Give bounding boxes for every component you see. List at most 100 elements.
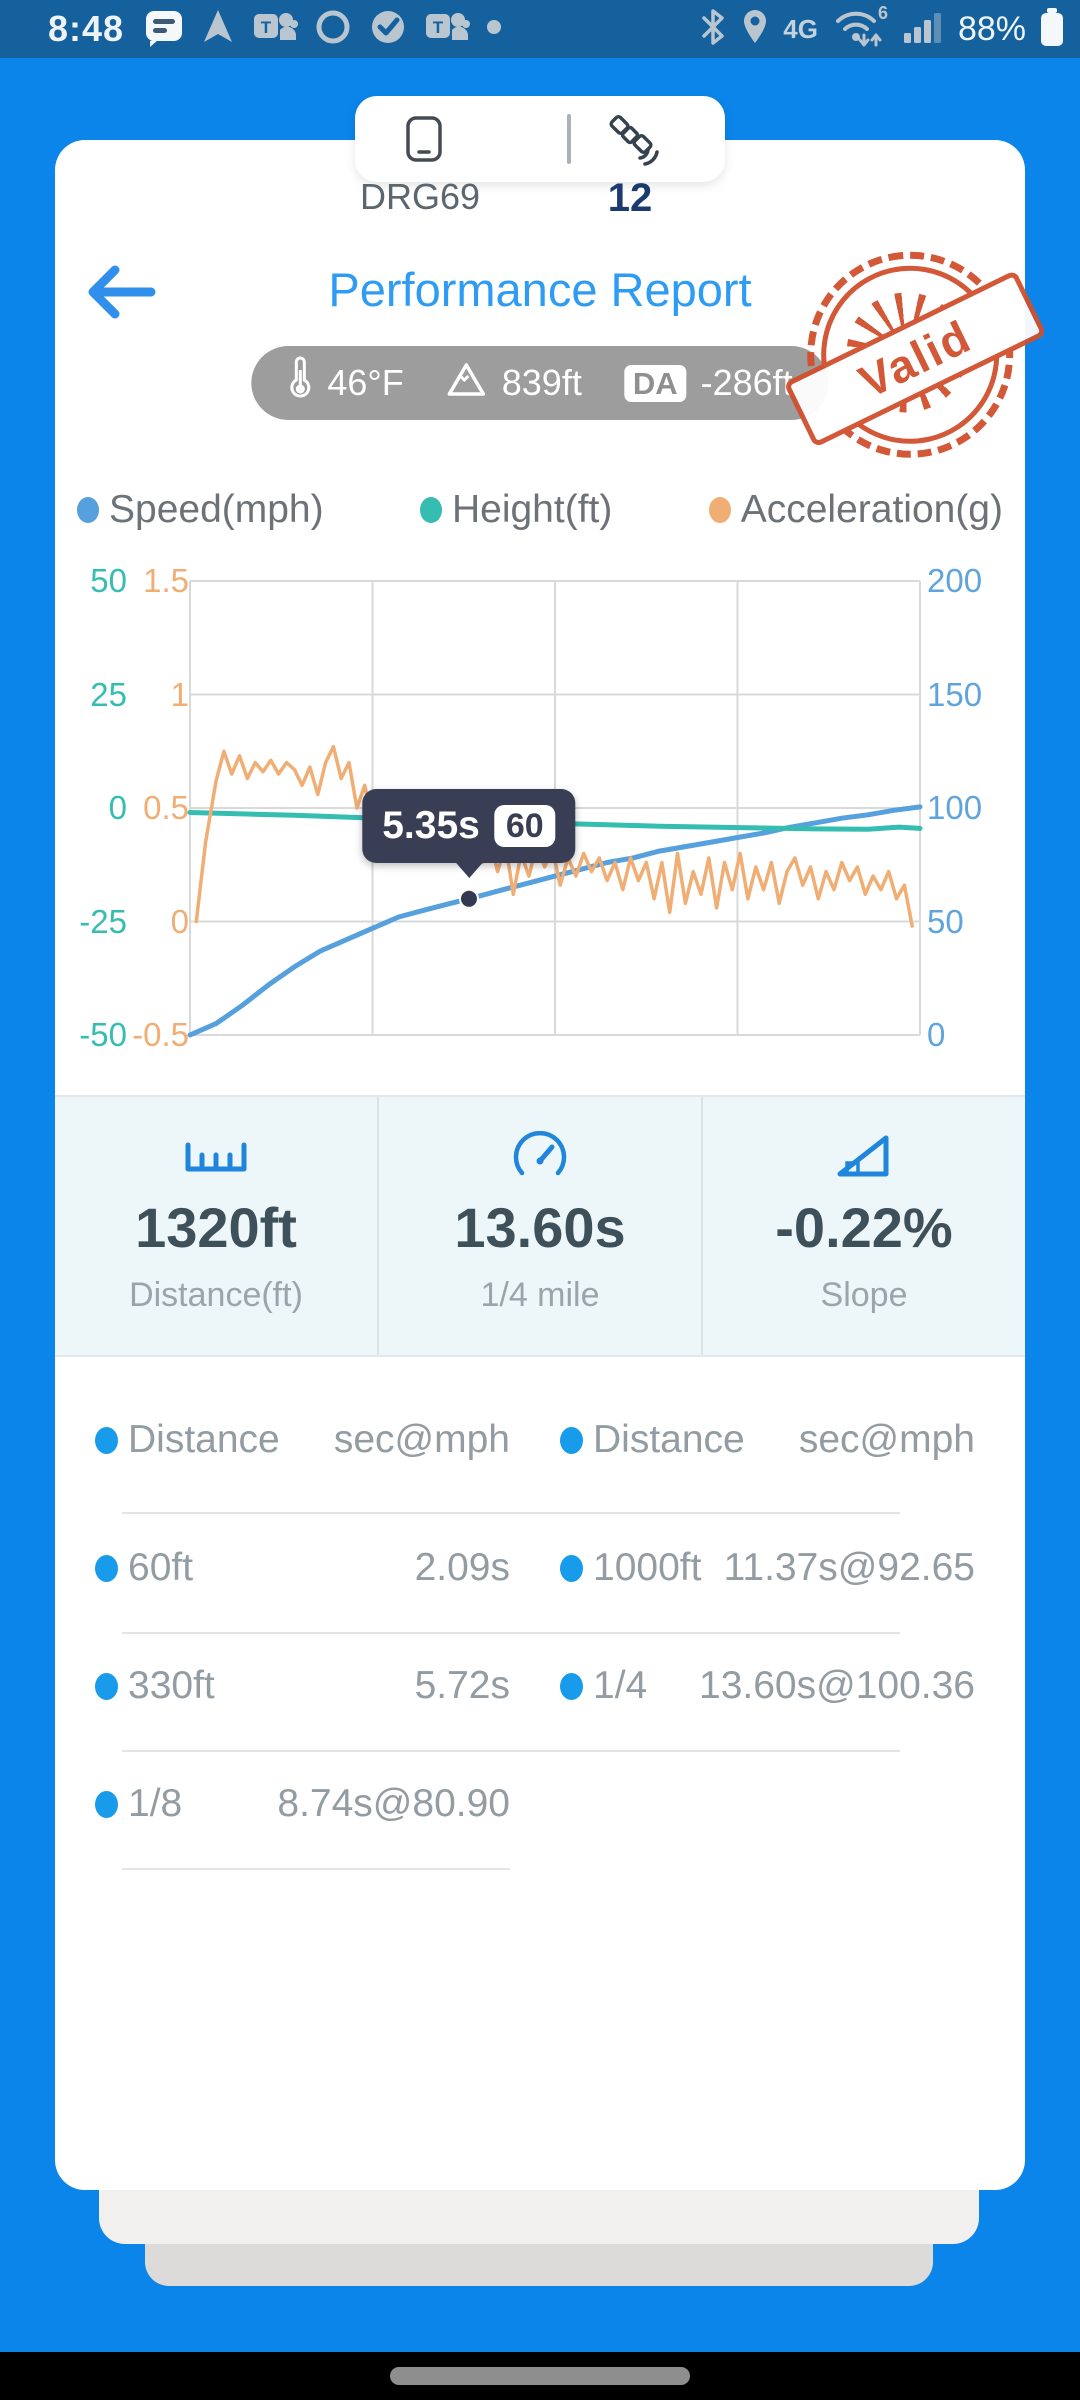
legend-label-speed: Speed(mph) [109, 488, 324, 531]
svg-text:T: T [433, 18, 444, 37]
conditions-chip: 46°F 839ft DA -286ft [251, 346, 829, 420]
device-icon [399, 114, 449, 171]
table-divider [122, 1868, 510, 1870]
device-status-pill[interactable] [355, 96, 725, 182]
stat-distance: 1320ft Distance(ft) [55, 1097, 377, 1355]
bluetooth-icon [699, 8, 727, 51]
pill-divider [567, 114, 571, 164]
axis-tick: 50 [90, 562, 127, 599]
bullet-icon [560, 1426, 583, 1454]
series-speed-mph- [187, 804, 923, 1038]
row-name: 1/8 [128, 1782, 183, 1825]
back-button[interactable] [81, 252, 161, 332]
battery-icon [1040, 7, 1064, 52]
table-row-1000ft: 1000ft 11.37s@92.65 [560, 1540, 975, 1596]
legend-dot-speed [77, 497, 99, 523]
report-card: Performance Report 46°F 839ft DA -286ft … [55, 140, 1047, 2190]
summary-stats: 1320ft Distance(ft) 13.60s 1/4 mile -0.2… [55, 1095, 1025, 1357]
legend-item-speed[interactable]: Speed(mph) [77, 488, 324, 532]
signal-bars-icon [902, 9, 944, 50]
satellite-count: 12 [607, 176, 653, 220]
axis-tick: 150 [927, 675, 983, 713]
stamp-label: Valid [850, 309, 980, 408]
performance-chart[interactable]: 50 25 0 -25 -50 1.5 1 0.5 0 -0.5 200 150 100 50 0 5.… [75, 555, 1005, 1060]
row-name: 60ft [128, 1546, 194, 1589]
circle-icon [314, 8, 352, 51]
stat-slope-value: -0.22% [775, 1196, 953, 1259]
bullet-icon [95, 1554, 118, 1582]
axis-tick: 1 [170, 675, 189, 713]
row-value: 13.60s@100.36 [699, 1664, 975, 1707]
header-sec-mph: sec@mph [333, 1418, 510, 1461]
check-circle-icon [368, 7, 408, 52]
y-axis-height: 50 25 0 -25 -50 [63, 555, 127, 1060]
bullet-icon [95, 1790, 118, 1818]
header-distance: Distance [128, 1418, 280, 1461]
table-divider [122, 1512, 900, 1514]
y-axis-acceleration: 1.5 1 0.5 0 -0.5 [129, 555, 189, 1060]
stat-distance-value: 1320ft [135, 1196, 297, 1259]
navigation-arrow-icon [200, 8, 236, 51]
da-badge: DA [623, 364, 687, 402]
bullet-icon [560, 1554, 583, 1582]
system-nav-bar [0, 2352, 1080, 2400]
stat-quarter-mile-label: 1/4 mile [480, 1276, 600, 1314]
table-divider [122, 1632, 900, 1634]
home-indicator[interactable] [390, 2367, 690, 2385]
legend-label-height: Height(ft) [451, 488, 613, 531]
clock: 8:48 [48, 8, 125, 49]
legend-dot-height [419, 497, 442, 523]
table-header-right: Distance sec@mph [560, 1412, 975, 1468]
header-distance: Distance [593, 1418, 745, 1461]
axis-tick: 0.5 [143, 789, 189, 826]
series-height-ft- [187, 810, 923, 832]
battery-percent: 88% [957, 9, 1026, 48]
stat-quarter-mile: 13.60s 1/4 mile [377, 1097, 701, 1355]
ruler-icon [183, 1131, 249, 1183]
device-labels-row: DRG69 12 [0, 176, 1080, 226]
axis-tick: 50 [927, 902, 964, 940]
axis-tick: -0.5 [132, 1016, 189, 1053]
legend-item-height[interactable]: Height(ft) [419, 488, 613, 532]
bullet-icon [560, 1672, 583, 1700]
teams-icon: T [252, 8, 299, 51]
bullet-icon [95, 1672, 118, 1700]
teams-icon: T [424, 8, 471, 51]
row-value: 11.37s@92.65 [723, 1546, 975, 1589]
table-divider [122, 1750, 900, 1752]
svg-text:6: 6 [878, 5, 888, 23]
mobile-data-icon: 4G [783, 13, 818, 44]
temperature-value: 46°F [327, 362, 404, 403]
tooltip-time: 5.35s [382, 803, 480, 847]
messages-icon [144, 7, 184, 52]
svg-text:T: T [261, 18, 272, 37]
axis-tick: 100 [927, 789, 983, 826]
axis-tick: 1.5 [143, 562, 189, 599]
wifi-icon: 6 [832, 3, 888, 54]
legend-item-acceleration[interactable]: Acceleration(g) [708, 488, 1003, 532]
page-title: Performance Report [328, 263, 752, 316]
axis-tick: 0 [170, 902, 189, 940]
location-pin-icon [741, 8, 769, 51]
chart-plot[interactable] [75, 555, 1005, 1060]
table-row-quarter: 1/4 13.60s@100.36 [560, 1658, 975, 1714]
tooltip-marker-dot [458, 888, 479, 909]
stat-distance-label: Distance(ft) [129, 1276, 303, 1314]
table-row-60ft: 60ft 2.09s [95, 1540, 510, 1596]
axis-tick: 25 [90, 675, 127, 713]
row-value: 5.72s [414, 1664, 510, 1707]
tooltip-value-badge: 60 [493, 804, 556, 847]
row-value: 8.74s@80.90 [277, 1782, 510, 1825]
row-name: 330ft [128, 1664, 215, 1707]
speedometer-icon [512, 1131, 568, 1183]
legend-dot-acceleration [708, 497, 731, 523]
table-row-eighth: 1/8 8.74s@80.90 [95, 1776, 510, 1832]
header-sec-mph: sec@mph [798, 1418, 975, 1461]
stat-quarter-mile-value: 13.60s [454, 1196, 626, 1259]
overflow-dot-icon [486, 19, 502, 40]
bullet-icon [95, 1426, 118, 1454]
thermometer-icon [287, 356, 313, 411]
table-row-330ft: 330ft 5.72s [95, 1658, 510, 1714]
axis-tick: -50 [79, 1016, 127, 1053]
series-acceleration-g- [194, 744, 914, 928]
